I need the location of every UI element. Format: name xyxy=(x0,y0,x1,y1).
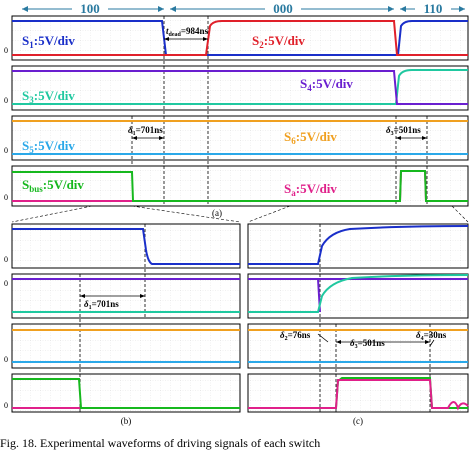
waveform-s4 xyxy=(12,70,468,105)
svg-text:0: 0 xyxy=(4,96,8,105)
svg-text:0: 0 xyxy=(4,146,8,155)
waveform-b-sbus xyxy=(12,378,240,409)
waveforms-b xyxy=(12,228,240,409)
delta2-label: δ2=76ns xyxy=(280,330,311,342)
panel-a-labels: S1:5V/div S2:5V/div S3:5V/div S4:5V/div … xyxy=(22,33,353,198)
svg-text:0: 0 xyxy=(4,46,8,55)
zoom-guides xyxy=(11,205,469,223)
panel-c-frames xyxy=(247,223,469,413)
delta1-label-b: δ1=701ns xyxy=(84,299,119,311)
svg-text:0: 0 xyxy=(4,355,8,364)
state-label-2: 000 xyxy=(273,1,293,16)
panel-b-label: (b) xyxy=(121,416,132,426)
zero-markers-b: 0 0 0 0 xyxy=(4,255,8,410)
waveforms-c xyxy=(248,225,469,411)
figure-caption: Fig. 18. Experimental waveforms of drivi… xyxy=(0,436,320,450)
label-s3: S3:5V/div xyxy=(22,88,75,105)
label-sa: Sa:5V/div xyxy=(284,181,337,198)
state-label-1: 100 xyxy=(80,1,100,16)
waveform-b-s1 xyxy=(12,228,240,265)
waveform-s2 xyxy=(12,20,468,56)
svg-text:0: 0 xyxy=(4,279,8,288)
delta3-label-a: δ3=501ns xyxy=(386,125,421,137)
label-s4: S4:5V/div xyxy=(300,76,353,93)
waveform-c-sa xyxy=(248,379,469,411)
panel-b-annotations: δ1=701ns xyxy=(80,294,145,311)
panel-c-label: (c) xyxy=(353,416,363,426)
dead-time-label: tdead=984ns xyxy=(166,26,208,38)
delta3-label-c: δ3=501ns xyxy=(350,338,385,350)
waveforms-a xyxy=(12,20,468,202)
panel-c-annotations: δ2=76ns δ3=501ns δ4=30ns xyxy=(280,330,447,350)
panel-a-frames xyxy=(11,15,469,207)
waveform-c-s4-fall xyxy=(248,278,321,313)
delta1-label-a: δ1=701ns xyxy=(128,125,163,137)
label-sbus: Sbus:5V/div xyxy=(22,177,84,194)
label-s5: S5:5V/div xyxy=(22,138,75,155)
waveform-s3 xyxy=(12,69,468,105)
label-s6: S6:5V/div xyxy=(284,129,337,146)
svg-text:0: 0 xyxy=(4,193,8,202)
state-label-3: 110 xyxy=(424,1,443,16)
zero-markers-a: 0 0 0 0 xyxy=(4,46,8,202)
label-s2: S2:5V/div xyxy=(252,33,305,50)
delta4-label: δ4=30ns xyxy=(416,330,447,342)
svg-text:0: 0 xyxy=(4,401,8,410)
waveform-c-s1 xyxy=(248,225,469,265)
waveform-s1 xyxy=(12,20,468,56)
waveform-sbus xyxy=(12,170,468,202)
panel-a-annotations: tdead=984ns δ1=701ns δ3=501ns xyxy=(128,26,427,140)
panel-a-label: (a) xyxy=(212,208,222,218)
panel-b-frames xyxy=(11,223,241,413)
svg-text:0: 0 xyxy=(4,255,8,264)
label-s1: S1:5V/div xyxy=(22,33,75,50)
waveform-c-s3 xyxy=(248,274,469,313)
state-header: 100 000 110 xyxy=(22,1,465,16)
